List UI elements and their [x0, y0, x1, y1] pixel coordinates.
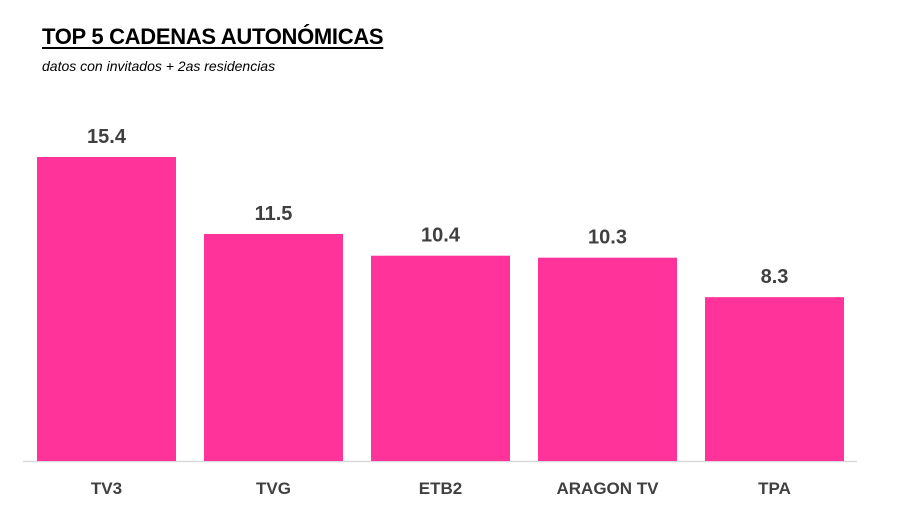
bar-tpa [705, 297, 844, 461]
x-tick-label: ETB2 [419, 479, 462, 498]
x-tick-label: TV3 [91, 479, 122, 498]
data-label: 8.3 [761, 266, 789, 288]
x-tick-label: TPA [758, 479, 791, 498]
x-tick-label: ARAGON TV [557, 479, 660, 498]
data-label: 11.5 [255, 203, 293, 225]
data-label: 10.3 [588, 227, 627, 249]
chart-subtitle: datos con invitados + 2as residencias [42, 58, 276, 74]
data-label: 10.4 [421, 225, 461, 247]
chart-title: TOP 5 CADENAS AUTONÓMICAS [42, 24, 384, 49]
bar-etb2 [371, 255, 510, 461]
bar-tvg [204, 233, 343, 461]
bar-aragon-tv [538, 257, 677, 461]
bar-tv3 [37, 157, 176, 461]
x-tick-label: TVG [256, 479, 291, 498]
data-label: 15.4 [87, 126, 127, 148]
